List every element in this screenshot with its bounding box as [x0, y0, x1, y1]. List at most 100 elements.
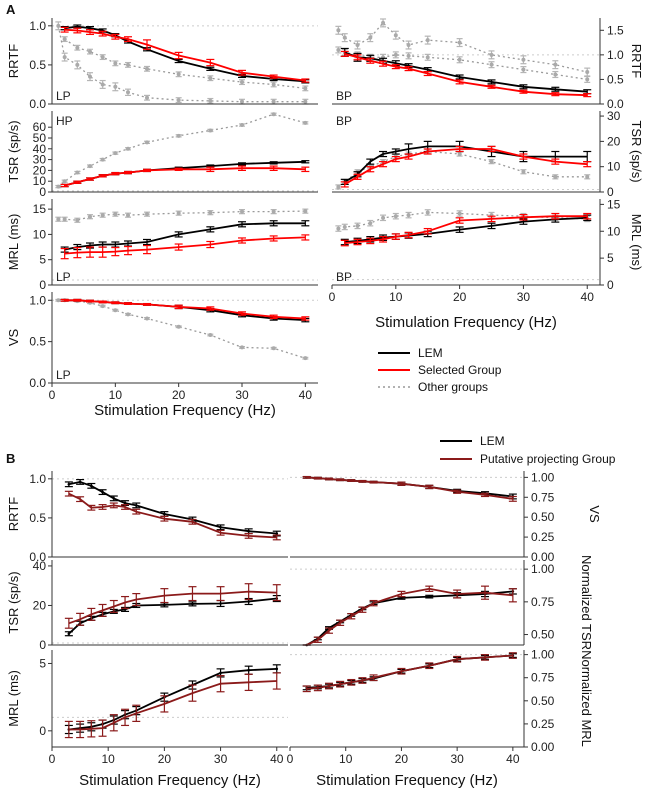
data-point — [355, 43, 360, 48]
x-tick-label: 0 — [329, 290, 336, 304]
y-axis-label: TSR (sp/s) — [629, 120, 644, 182]
series-line — [64, 160, 306, 187]
data-point — [67, 482, 71, 486]
series-lem — [64, 594, 281, 637]
region-label: BP — [336, 114, 352, 128]
data-point — [585, 77, 590, 82]
x-tick-label: 20 — [158, 752, 172, 766]
y-tick-label: 20 — [607, 134, 621, 148]
region-label: LP — [56, 270, 71, 284]
panel-a-lp-vs: 0.0 0.5 1.0 VS LP0 10 20 30 40 Stimulation Freque… — [6, 292, 318, 419]
y-axis-label: MRL (ms) — [629, 214, 644, 271]
data-point — [75, 218, 80, 223]
data-point — [56, 23, 61, 28]
y-tick-label: 0.0 — [29, 550, 46, 564]
x-tick-label: 40 — [581, 290, 595, 304]
y-tick-label: 15 — [607, 197, 621, 211]
y-tick-label: 0 — [607, 278, 614, 292]
series-line — [64, 299, 306, 320]
data-point — [240, 99, 244, 104]
legend-item-lem: LEM — [440, 434, 505, 448]
region-label: BP — [336, 89, 352, 103]
data-point — [113, 61, 118, 66]
y-tick-label: 0.25 — [531, 717, 555, 731]
series-line — [57, 113, 306, 188]
data-point — [100, 213, 105, 218]
series-selected-group — [60, 26, 310, 83]
x-tick-label: 20 — [453, 290, 467, 304]
data-point — [368, 35, 373, 40]
data-point — [56, 184, 61, 189]
data-point — [553, 174, 558, 179]
panel-b-tsr: 0 20 40 TSR (sp/s) — [6, 559, 288, 652]
data-point — [208, 128, 213, 133]
series-line — [58, 210, 306, 221]
y-tick-label: 30 — [33, 153, 47, 167]
data-point — [100, 82, 105, 87]
series-line — [344, 148, 588, 186]
legend-b: LEM Putative projecting Group — [440, 434, 616, 466]
data-point — [425, 210, 430, 215]
series-selected-group — [340, 50, 592, 98]
x-tick-label: 30 — [517, 290, 531, 304]
data-point — [303, 99, 308, 104]
series-other-groups — [55, 112, 309, 189]
data-point — [113, 308, 118, 313]
data-point — [191, 602, 194, 606]
y-tick-label: 1.5 — [607, 23, 624, 37]
data-point — [271, 82, 276, 87]
legend-label: Putative projecting Group — [480, 452, 616, 466]
data-point — [247, 529, 250, 533]
x-tick-label: 10 — [389, 290, 403, 304]
data-point — [303, 209, 308, 214]
x-tick-label: 10 — [109, 388, 123, 402]
data-point — [176, 211, 181, 216]
series-lem — [340, 140, 592, 186]
legend-label: Selected Group — [418, 363, 502, 377]
y-axis-label: MRL (ms) — [6, 214, 21, 271]
data-point — [457, 152, 462, 157]
data-point — [553, 62, 558, 67]
y-tick-label: 5 — [607, 251, 614, 265]
y-tick-label: 0.50 — [531, 694, 555, 708]
data-point — [163, 603, 166, 607]
panel-b-rrtf: 0.0 0.5 1.0 RRTF — [6, 471, 288, 564]
data-point — [425, 55, 430, 60]
legend-item-selected-group: Selected Group — [378, 363, 502, 377]
panel-b-vs: 0.00 0.25 0.50 0.75 1.00 VS — [290, 470, 602, 564]
data-point — [176, 324, 181, 329]
y-tick-label: 40 — [33, 559, 47, 573]
data-point — [457, 211, 462, 216]
x-axis-label: Stimulation Frequency (Hz) — [316, 772, 498, 789]
data-point — [75, 62, 80, 67]
x-tick-label: 0 — [49, 388, 56, 402]
data-point — [62, 179, 67, 184]
data-point — [145, 95, 149, 100]
x-tick-label: 30 — [450, 752, 464, 766]
data-point — [303, 356, 308, 361]
y-tick-label: 0.0 — [29, 376, 46, 390]
series-line — [344, 215, 588, 244]
x-tick-label: 0 — [49, 752, 56, 766]
panel-letter-b: B — [6, 451, 15, 466]
x-tick-label: 40 — [506, 752, 520, 766]
x-axis-label: Stimulation Frequency (Hz) — [94, 402, 276, 419]
series-putative-projecting-group — [64, 672, 281, 739]
data-point — [355, 223, 360, 228]
panel-a-lp-mrl: 0 5 10 15 MRL (ms) LP — [6, 199, 318, 292]
series-line — [306, 476, 514, 500]
y-tick-label: 5 — [39, 253, 46, 267]
data-point — [406, 213, 411, 218]
data-point — [275, 667, 279, 671]
series-line — [64, 222, 306, 251]
series-selected-group — [60, 234, 310, 260]
plots-layer: 0.00.51.0RRTFLP0.00.51.01.5RRTFBP0102030… — [6, 18, 644, 789]
data-point — [271, 209, 276, 214]
data-point — [75, 170, 80, 175]
data-point — [90, 484, 93, 488]
data-point — [208, 76, 213, 81]
data-point — [88, 214, 92, 219]
region-label: LP — [56, 89, 71, 103]
data-point — [275, 532, 279, 535]
